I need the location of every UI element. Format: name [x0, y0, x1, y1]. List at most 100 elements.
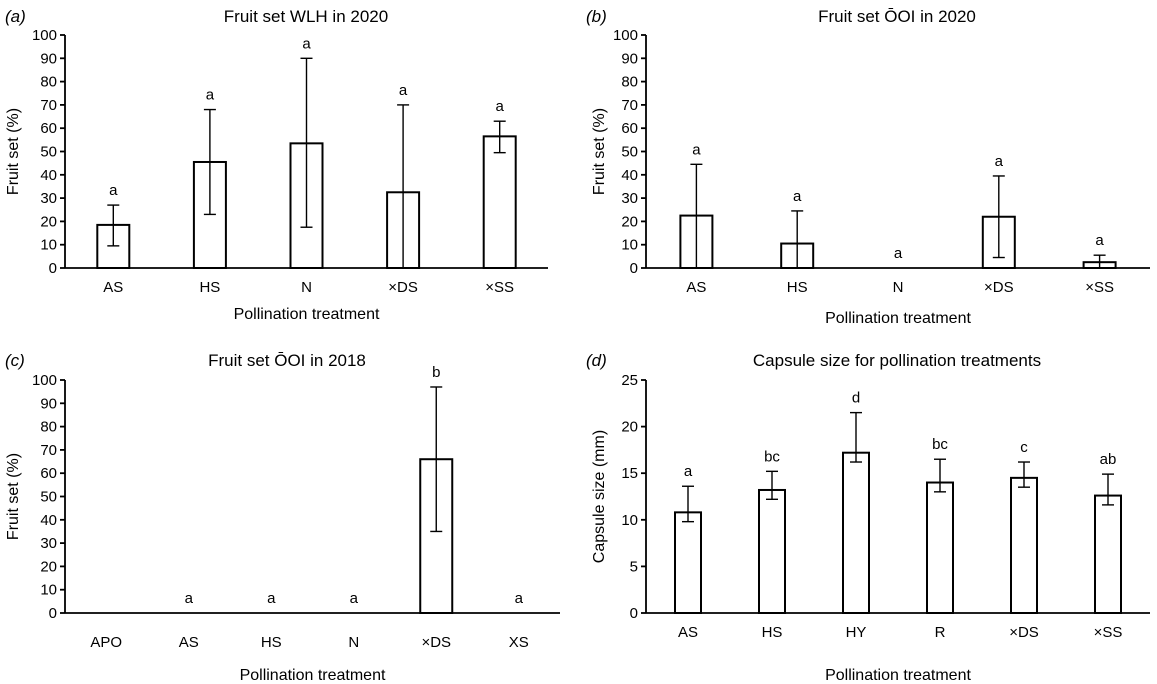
bar: [926, 481, 954, 614]
x-tick-label: AS: [179, 634, 199, 651]
x-tick-label: N: [348, 634, 359, 651]
y-tick-label: 30: [40, 190, 57, 207]
x-tick-label: ×DS: [984, 279, 1014, 296]
bar: [1010, 476, 1038, 614]
y-tick-label: 10: [621, 512, 638, 529]
significance-letter: a: [515, 590, 524, 607]
chart-title: Fruit set WLH in 2020: [224, 7, 388, 26]
x-tick-label: APO: [90, 634, 122, 651]
x-tick-label: HS: [762, 624, 783, 641]
x-tick-label: AS: [678, 624, 698, 641]
panel-label: (b): [586, 7, 607, 26]
y-tick-label: 80: [40, 419, 57, 436]
x-tick-label: AS: [103, 279, 123, 296]
y-tick-label: 40: [621, 167, 638, 184]
y-tick-label: 0: [630, 605, 638, 622]
y-tick-label: 40: [40, 512, 57, 529]
y-tick-label: 20: [40, 213, 57, 230]
x-tick-label: N: [893, 279, 904, 296]
y-tick-label: 60: [40, 120, 57, 137]
panel-label: (a): [5, 7, 26, 26]
x-axis-label: Pollination treatment: [825, 310, 971, 327]
x-axis-label: Pollination treatment: [825, 667, 971, 684]
significance-letter: a: [109, 182, 118, 199]
y-tick-label: 70: [40, 442, 57, 459]
significance-letter: a: [399, 82, 408, 99]
x-tick-label: HS: [261, 634, 282, 651]
significance-letter: a: [206, 87, 215, 104]
x-tick-label: N: [301, 279, 312, 296]
y-tick-label: 0: [49, 260, 57, 277]
y-axis-label: Capsule size (mm): [591, 430, 608, 563]
significance-letter: ab: [1100, 451, 1117, 468]
x-axis-label: Pollination treatment: [234, 306, 380, 323]
y-tick-label: 30: [40, 535, 57, 552]
significance-letter: d: [852, 390, 860, 407]
y-tick-label: 30: [621, 190, 638, 207]
x-tick-label: HY: [846, 624, 867, 641]
bar: [842, 451, 870, 615]
x-axis-label: Pollination treatment: [240, 667, 386, 684]
y-tick-label: 70: [621, 97, 638, 114]
x-tick-label: ×SS: [1085, 279, 1114, 296]
y-tick-label: 25: [621, 372, 638, 389]
significance-letter: a: [267, 590, 276, 607]
y-tick-label: 100: [613, 27, 638, 44]
y-tick-label: 10: [621, 237, 638, 254]
y-tick-label: 90: [40, 50, 57, 67]
x-tick-label: HS: [199, 279, 220, 296]
bar: [758, 488, 786, 615]
y-tick-label: 60: [621, 120, 638, 137]
x-tick-label: R: [935, 624, 946, 641]
significance-letter: a: [350, 590, 359, 607]
chart-title: Fruit set ŌOI in 2020: [818, 7, 976, 26]
y-tick-label: 5: [630, 558, 638, 575]
x-tick-label: HS: [787, 279, 808, 296]
y-axis-label: Fruit set (%): [591, 108, 608, 195]
y-tick-label: 90: [621, 50, 638, 67]
significance-letter: c: [1020, 439, 1028, 456]
significance-letter: a: [894, 245, 903, 262]
x-tick-label: ×DS: [1009, 624, 1039, 641]
y-tick-label: 100: [32, 372, 57, 389]
x-tick-label: ×SS: [485, 279, 514, 296]
y-tick-label: 10: [40, 582, 57, 599]
y-tick-label: 20: [621, 419, 638, 436]
y-tick-label: 80: [621, 74, 638, 91]
y-axis-label: Fruit set (%): [5, 453, 22, 540]
y-tick-label: 0: [49, 605, 57, 622]
x-tick-label: AS: [686, 279, 706, 296]
y-tick-label: 50: [621, 144, 638, 161]
significance-letter: bc: [932, 436, 948, 453]
panel-label: (d): [586, 351, 607, 370]
x-tick-label: ×DS: [388, 279, 418, 296]
bar: [1094, 494, 1122, 614]
y-tick-label: 10: [40, 237, 57, 254]
significance-letter: a: [496, 98, 505, 115]
y-tick-label: 20: [40, 558, 57, 575]
y-tick-label: 15: [621, 465, 638, 482]
y-tick-label: 70: [40, 97, 57, 114]
bar: [482, 135, 517, 269]
x-tick-label: XS: [509, 634, 529, 651]
y-tick-label: 100: [32, 27, 57, 44]
y-tick-label: 0: [630, 260, 638, 277]
panel-label: (c): [5, 351, 25, 370]
y-tick-label: 80: [40, 74, 57, 91]
y-tick-label: 90: [40, 395, 57, 412]
y-tick-label: 60: [40, 465, 57, 482]
significance-letter: a: [302, 35, 311, 52]
significance-letter: a: [1095, 232, 1104, 249]
y-tick-label: 40: [40, 167, 57, 184]
x-tick-label: ×DS: [421, 634, 451, 651]
significance-letter: a: [995, 153, 1004, 170]
chart-title: Fruit set ŌOI in 2018: [208, 351, 366, 370]
significance-letter: a: [793, 188, 802, 205]
significance-letter: a: [684, 463, 693, 480]
significance-letter: b: [432, 364, 440, 381]
y-tick-label: 50: [40, 489, 57, 506]
significance-letter: a: [692, 141, 701, 158]
y-axis-label: Fruit set (%): [5, 108, 22, 195]
significance-letter: bc: [764, 448, 780, 465]
